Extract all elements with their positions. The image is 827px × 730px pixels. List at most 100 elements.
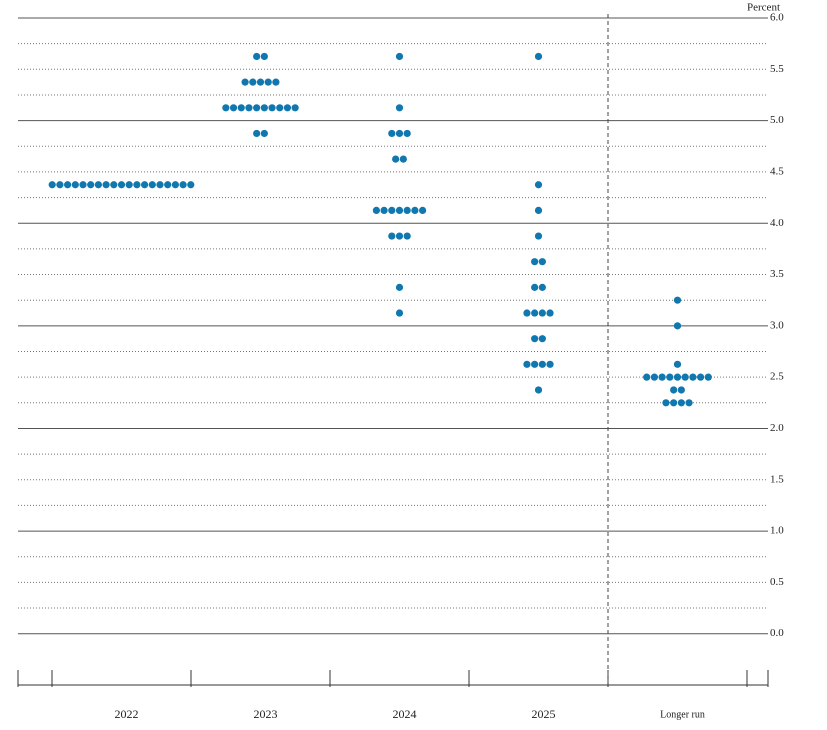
dot (403, 206, 411, 215)
dot (276, 104, 284, 112)
y-tick-label: 2.0 (770, 422, 784, 434)
dot (670, 399, 678, 407)
dot (534, 386, 543, 394)
dot (283, 104, 292, 112)
dot (403, 232, 411, 240)
x-tick-label: Longer run (660, 709, 705, 720)
dot (272, 78, 280, 86)
x-tick-label: 2023 (254, 707, 278, 721)
dot (670, 386, 678, 394)
y-tick-label: 5.0 (770, 114, 784, 126)
dot (673, 373, 682, 381)
dot (133, 181, 141, 189)
dot (268, 104, 276, 112)
dot (388, 129, 396, 138)
dot (399, 155, 407, 163)
dot (650, 373, 659, 381)
dot (388, 206, 396, 215)
dot (411, 206, 419, 215)
y-tick-label: 4.5 (770, 165, 784, 177)
dot (538, 309, 546, 317)
y-tick-label: 3.0 (770, 319, 784, 331)
dot (531, 309, 539, 317)
dot (64, 181, 72, 189)
dot (666, 373, 674, 381)
dot (673, 322, 682, 330)
dot (229, 104, 238, 112)
y-tick-label: 0.0 (770, 627, 784, 639)
y-tick-label: 3.5 (770, 268, 784, 280)
dot (141, 181, 149, 189)
y-tick-label: 6.0 (770, 12, 784, 24)
dot (395, 129, 404, 138)
dot (253, 104, 261, 112)
dot (260, 129, 268, 138)
dot (685, 399, 693, 407)
dot (662, 399, 670, 407)
dot (125, 181, 133, 189)
dot (673, 296, 682, 304)
dot (538, 258, 546, 266)
dot (260, 52, 268, 61)
dot (264, 78, 272, 86)
dot (241, 78, 249, 86)
y-tick-label: 4.0 (770, 217, 784, 229)
dot (388, 232, 396, 240)
dot (419, 206, 427, 215)
dot (531, 360, 539, 368)
dot (704, 373, 712, 381)
dot (643, 373, 651, 381)
y-tick-label: 2.5 (770, 371, 784, 383)
dot (187, 181, 195, 189)
dot (222, 104, 230, 112)
dot (658, 373, 666, 381)
dot (117, 181, 126, 189)
dot (538, 360, 546, 368)
dot (56, 181, 64, 189)
dot (164, 181, 172, 189)
dot (531, 258, 539, 266)
dot (253, 129, 261, 138)
dot (237, 104, 245, 112)
y-tick-label: 5.5 (770, 63, 784, 75)
dot (249, 78, 257, 86)
dot (392, 155, 400, 163)
dot (380, 206, 388, 215)
dot (538, 283, 546, 291)
dot (245, 104, 253, 112)
x-tick-label: 2024 (393, 707, 417, 721)
dot (534, 206, 543, 215)
dot (256, 78, 265, 86)
dot (291, 104, 299, 112)
dot (171, 181, 179, 189)
dot (697, 373, 705, 381)
y-tick-label: 1.5 (770, 473, 784, 485)
dot (395, 52, 404, 61)
dot (673, 360, 682, 368)
dot (253, 52, 261, 61)
y-tick-label: 1.0 (770, 525, 784, 537)
dot (71, 181, 79, 189)
dot (48, 181, 56, 189)
dot (689, 373, 697, 381)
dot (260, 104, 268, 112)
x-tick-label: 2025 (532, 707, 556, 721)
dot (523, 360, 531, 368)
dot (395, 309, 404, 317)
dot (395, 206, 404, 215)
dot (395, 104, 404, 112)
dot (523, 309, 531, 317)
dot (87, 181, 95, 189)
dot (79, 181, 87, 189)
dot (538, 335, 546, 343)
dot (677, 399, 685, 407)
dot (403, 129, 411, 138)
dot (372, 206, 380, 215)
dot (534, 52, 543, 61)
dot (681, 373, 689, 381)
dot (102, 181, 110, 189)
dot (156, 181, 164, 189)
dot (395, 283, 404, 291)
